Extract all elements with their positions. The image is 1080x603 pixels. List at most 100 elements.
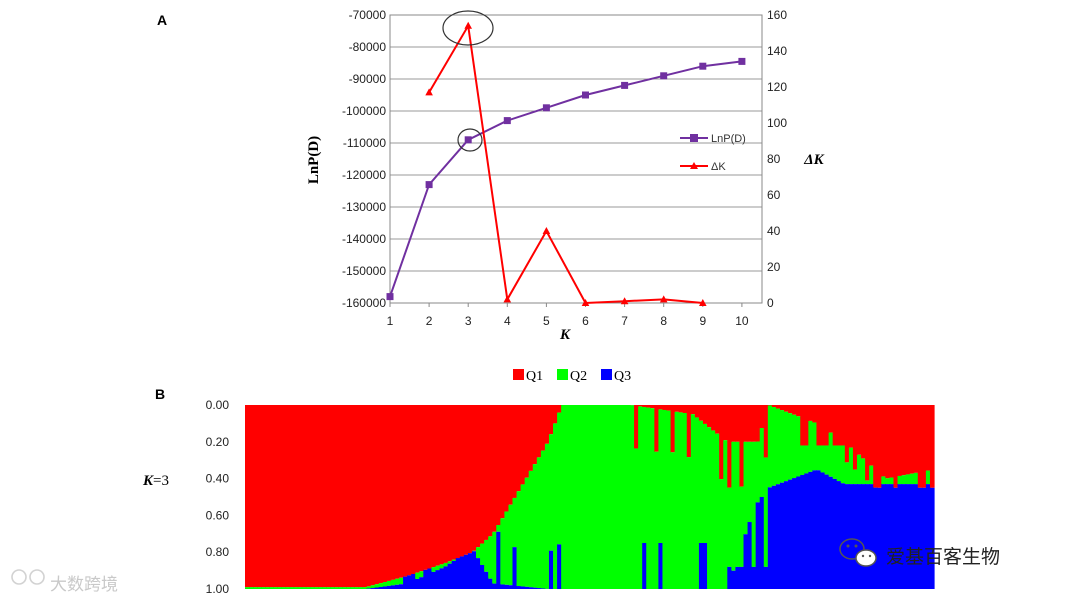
ancestry-q1-segment (451, 405, 457, 560)
ancestry-q2-segment (301, 587, 307, 589)
ancestry-q1-segment (480, 405, 485, 544)
ancestry-q2-segment (573, 405, 578, 589)
panel-a-left-tick-label: -100000 (342, 104, 386, 118)
data-point-delta-k (620, 297, 629, 305)
ancestry-q2-segment (646, 407, 651, 589)
ancestry-q2-segment (800, 445, 805, 475)
ancestry-q1-segment (536, 405, 542, 458)
ancestry-q1-segment (435, 405, 441, 566)
ancestry-q2-segment (727, 487, 732, 567)
ancestry-q3-segment (658, 543, 664, 589)
data-point-delta-k (699, 299, 707, 306)
ancestry-q3-segment (423, 569, 428, 589)
ancestry-q1-segment (917, 405, 923, 488)
data-point-lnpd (582, 91, 589, 99)
ancestry-q1-segment (419, 405, 424, 572)
ancestry-q3-segment (500, 584, 505, 589)
ancestry-q2-segment (743, 441, 749, 535)
ancestry-q2-segment (386, 580, 392, 586)
ancestry-q1-segment (459, 405, 465, 557)
ancestry-q1-segment (427, 405, 433, 569)
ancestry-q2-segment (792, 414, 797, 479)
ancestry-q2-segment (775, 408, 781, 485)
ancestry-q1-segment (824, 405, 830, 446)
ancestry-q1-segment (439, 405, 445, 565)
ancestry-q1-segment (674, 405, 680, 412)
ancestry-q2-segment (293, 587, 299, 589)
ancestry-q3-segment (852, 484, 858, 589)
ancestry-q1-segment (322, 405, 327, 588)
ancestry-q2-segment (686, 457, 692, 589)
panel-b-letter: B (155, 386, 165, 402)
ancestry-q1-segment (929, 405, 935, 488)
ancestry-q3-segment (893, 487, 899, 589)
ancestry-q1-segment (382, 405, 388, 583)
ancestry-q1-segment (828, 405, 834, 433)
ancestry-q2-segment (593, 405, 599, 589)
ancestry-q2-segment (707, 427, 712, 589)
ancestry-q2-segment (715, 433, 720, 589)
ancestry-q1-segment (253, 405, 258, 588)
ancestry-q1-segment (836, 405, 842, 446)
ancestry-q2-segment (844, 462, 850, 485)
ancestry-q3-segment (698, 543, 704, 589)
legend-q3-label: Q3 (614, 369, 631, 384)
ancestry-q2-segment (723, 440, 728, 589)
ancestry-q2-segment (269, 587, 274, 589)
ancestry-q1-segment (800, 405, 805, 446)
ancestry-q1-segment (309, 405, 315, 588)
ancestry-q1-segment (403, 405, 408, 577)
ancestry-q3-segment (755, 502, 761, 589)
ancestry-q3-segment (528, 587, 534, 589)
panel-a-left-tick-label: -160000 (342, 296, 386, 310)
ancestry-q1-segment (796, 405, 801, 417)
ancestry-q3-segment (913, 484, 919, 589)
ancestry-q1-segment (893, 405, 899, 488)
ancestry-q1-segment (658, 405, 664, 410)
ancestry-q2-segment (253, 587, 258, 589)
ancestry-q1-segment (273, 405, 279, 588)
panel-a-x-tick-label: 9 (699, 314, 706, 328)
ancestry-q1-segment (297, 405, 303, 588)
ancestry-q3-segment (909, 484, 915, 589)
left-watermark-logo-icon (11, 569, 45, 585)
ancestry-q1-segment (840, 405, 846, 446)
ancestry-q1-segment (715, 405, 720, 434)
ancestry-q3-segment (747, 522, 753, 589)
ancestry-q2-segment (589, 405, 595, 589)
ancestry-q2-segment (832, 445, 838, 479)
ancestry-q3-segment (407, 575, 412, 589)
ancestry-q3-segment (557, 544, 562, 589)
ancestry-q2-segment (747, 441, 753, 523)
legend-lnpd-marker (690, 134, 698, 142)
legend-q1-swatch (513, 369, 524, 380)
ancestry-q1-segment (670, 405, 676, 453)
ancestry-q2-segment (374, 584, 380, 588)
ancestry-q3-segment (925, 484, 931, 589)
ancestry-q1-segment (488, 405, 493, 537)
ancestry-q1-segment (865, 405, 870, 481)
ancestry-q3-segment (399, 584, 404, 589)
ancestry-q1-segment (362, 405, 368, 588)
ancestry-q1-segment (463, 405, 469, 555)
ancestry-q1-segment (370, 405, 376, 586)
ancestry-q3-segment (455, 558, 461, 589)
ancestry-q2-segment (865, 480, 870, 485)
ancestry-q2-segment (763, 457, 769, 567)
ancestry-q3-segment (480, 564, 485, 589)
ancestry-q2-segment (342, 587, 347, 589)
ancestry-q2-segment (257, 587, 262, 589)
ancestry-q3-segment (901, 484, 907, 589)
ancestry-q1-segment (666, 405, 672, 411)
ancestry-q1-segment (775, 405, 781, 409)
ancestry-q1-segment (820, 405, 826, 446)
ancestry-q1-segment (747, 405, 753, 442)
ancestry-q3-segment (459, 556, 465, 589)
highlight-circle-delta-k (442, 10, 494, 46)
ancestry-q2-segment (569, 405, 574, 589)
ancestry-q3-segment (788, 479, 793, 589)
ancestry-q2-segment (500, 518, 505, 585)
ancestry-q2-segment (285, 587, 291, 589)
ancestry-q2-segment (755, 441, 761, 503)
ancestry-q3-segment (836, 481, 842, 589)
